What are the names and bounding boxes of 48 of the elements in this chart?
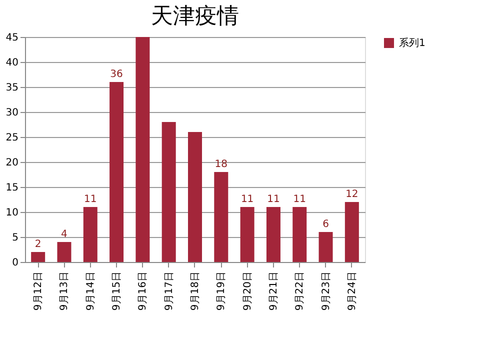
bar [110, 82, 124, 262]
legend-label: 系列1 [399, 37, 426, 49]
y-tick-label: 30 [6, 108, 18, 118]
x-tick-label: 9月14日 [85, 272, 96, 311]
x-tick-label: 9月18日 [190, 272, 201, 311]
bar [318, 232, 333, 262]
text: 11 [267, 194, 280, 205]
x-tick-label: 9月24日 [346, 272, 358, 311]
y-tick-label: 45 [6, 32, 18, 44]
y-tick-label: 0 [12, 258, 18, 268]
y-tick-label: 20 [6, 158, 18, 168]
text: 36 [110, 69, 123, 80]
bar [292, 207, 307, 262]
bar [188, 132, 202, 262]
y-tick-label: 15 [6, 182, 18, 194]
x-tick-label: 9月22日 [294, 272, 306, 311]
x-tick-label: 9月23日 [320, 272, 332, 311]
y-tick-label: 40 [6, 58, 18, 68]
x-tick-label: 9月20日 [242, 272, 254, 311]
bar [31, 252, 46, 262]
bar [240, 207, 254, 262]
chart-title: 天津疫情 [151, 4, 239, 29]
text: 11 [293, 194, 306, 205]
text: 11 [240, 194, 254, 205]
y-tick-label: 35 [6, 82, 18, 94]
x-tick-label: 9月16日 [138, 272, 149, 311]
bar [344, 202, 359, 262]
bar [162, 122, 176, 262]
bar [83, 207, 98, 262]
bar [136, 37, 150, 262]
y-tick-label: 10 [6, 208, 18, 218]
text: 18 [214, 159, 228, 170]
y-tick-label: 25 [6, 132, 18, 144]
x-tick-label: 9月21日 [268, 272, 280, 311]
x-tick-label: 9月15日 [112, 272, 123, 311]
x-tick-label: 9月19日 [216, 272, 228, 311]
x-tick-label: 9月13日 [59, 272, 70, 311]
x-tick-label: 9月12日 [33, 272, 44, 311]
text: 6 [322, 219, 329, 230]
text: 12 [346, 189, 358, 200]
bar [57, 242, 72, 262]
x-tick-label: 9月17日 [164, 272, 175, 311]
bar [266, 207, 280, 262]
text: 11 [84, 194, 97, 205]
text: 2 [34, 239, 42, 250]
y-tick-label: 5 [12, 232, 18, 244]
text: 4 [61, 229, 68, 240]
bar [214, 172, 228, 262]
